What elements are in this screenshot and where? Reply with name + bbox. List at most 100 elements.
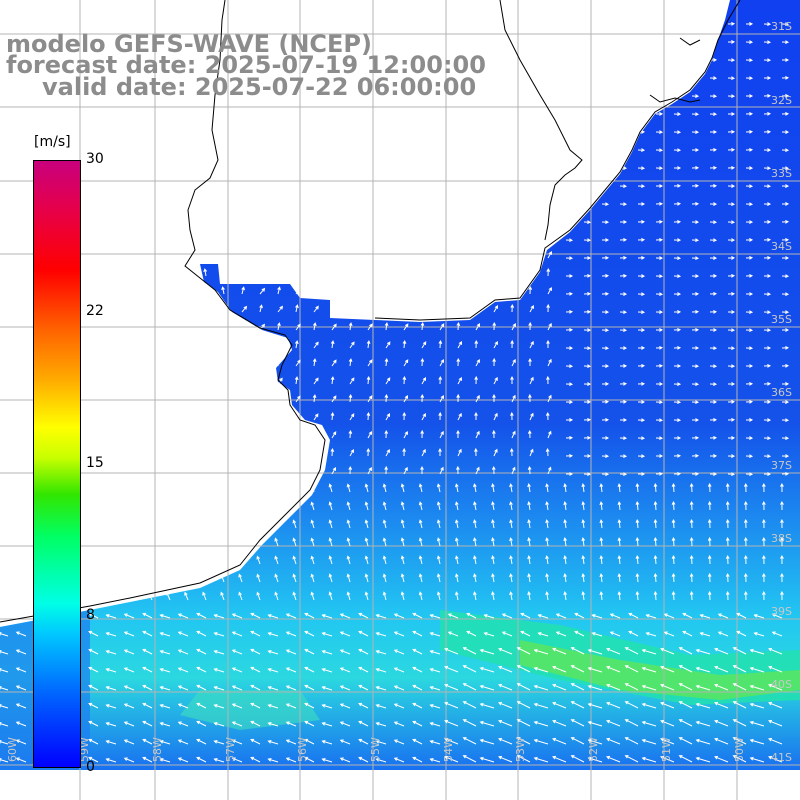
wind-arrow <box>678 665 693 673</box>
wind-arrow <box>763 202 772 206</box>
wind-arrow <box>709 256 718 260</box>
wind-arrow <box>321 740 333 745</box>
wind-arrow <box>403 143 410 151</box>
wind-arrow <box>749 684 765 691</box>
wind-arrow <box>402 232 407 241</box>
wind-arrow <box>25 143 30 151</box>
wind-arrow <box>619 454 628 459</box>
wind-arrow <box>727 399 736 404</box>
wind-arrow <box>149 141 154 151</box>
wind-arrow <box>493 341 498 349</box>
wind-arrow <box>728 112 736 116</box>
wind-arrow <box>583 165 592 170</box>
wind-arrow <box>529 376 534 385</box>
wind-arrow <box>761 518 766 529</box>
wind-arrow <box>295 196 300 205</box>
wind-arrow <box>184 573 189 583</box>
wind-arrow <box>583 39 592 44</box>
wind-arrow <box>132 15 137 25</box>
wind-arrow <box>250 612 261 619</box>
wind-arrow <box>545 555 549 565</box>
wind-arrow <box>691 165 700 170</box>
latitude-label: 41S <box>771 751 792 764</box>
wind-arrow <box>753 614 765 619</box>
wind-arrow <box>455 519 459 529</box>
wind-arrow <box>673 274 682 279</box>
wind-arrow <box>205 142 210 151</box>
wind-arrow <box>196 648 207 655</box>
wind-arrow <box>196 630 207 637</box>
wind-arrow <box>204 430 209 439</box>
wind-arrow <box>439 251 445 259</box>
wind-arrow <box>403 251 409 259</box>
wind-arrow <box>205 106 210 115</box>
wind-arrow <box>635 500 640 511</box>
colorbar-tick-label: 15 <box>86 455 104 471</box>
wind-arrow <box>0 668 9 673</box>
wind-arrow <box>771 631 783 637</box>
wind-arrow <box>159 686 171 691</box>
wind-arrow <box>438 375 443 385</box>
wind-arrow <box>781 292 790 297</box>
wind-arrow <box>619 111 628 116</box>
wind-arrow <box>641 702 657 709</box>
wind-arrow <box>439 430 444 439</box>
wind-arrow <box>509 573 513 583</box>
wind-arrow <box>375 686 387 691</box>
wind-arrow <box>479 756 495 763</box>
wind-arrow <box>620 22 628 26</box>
wind-arrow <box>761 482 766 493</box>
wind-arrow <box>510 411 514 421</box>
wind-arrow <box>259 431 265 439</box>
wind-arrow <box>763 111 772 116</box>
wind-arrow <box>382 555 387 565</box>
wind-arrow <box>673 183 682 188</box>
wind-arrow <box>745 202 754 207</box>
wind-arrow <box>420 393 425 403</box>
wind-arrow <box>403 287 409 295</box>
wind-arrow <box>709 382 718 386</box>
wind-arrow <box>115 268 120 277</box>
wind-arrow <box>570 719 585 727</box>
wind-arrow <box>475 287 481 295</box>
wind-arrow <box>222 412 227 421</box>
wind-arrow <box>115 448 119 457</box>
wind-arrow <box>510 303 515 313</box>
wind-arrow <box>763 418 772 422</box>
wind-arrow <box>606 683 621 691</box>
wind-arrow <box>455 573 459 583</box>
wind-arrow <box>421 269 427 277</box>
wind-arrow <box>570 755 585 763</box>
wind-arrow <box>384 393 389 403</box>
wind-arrow <box>709 274 718 278</box>
wind-arrow <box>527 573 531 583</box>
wind-arrow <box>601 166 610 170</box>
wind-arrow <box>364 591 369 601</box>
wind-arrow <box>491 537 495 547</box>
wind-arrow <box>546 339 550 348</box>
wind-arrow <box>346 501 351 511</box>
wind-arrow <box>763 40 772 45</box>
wind-arrow <box>492 429 496 439</box>
wind-arrow <box>241 305 248 313</box>
wind-arrow <box>528 142 533 151</box>
wind-arrow <box>166 519 171 529</box>
wind-arrow <box>617 555 622 565</box>
wind-arrow <box>142 738 153 745</box>
wind-arrow <box>0 722 9 727</box>
wind-arrow <box>142 702 153 709</box>
wind-arrow <box>412 702 423 709</box>
wind-arrow <box>689 536 694 547</box>
wind-arrow <box>691 382 700 387</box>
wind-arrow <box>768 719 783 727</box>
wind-arrow <box>196 666 207 673</box>
wind-arrow <box>131 159 136 169</box>
wind-arrow <box>177 631 189 637</box>
wind-arrow <box>761 536 766 547</box>
wind-arrow <box>591 614 603 619</box>
wind-arrow <box>142 630 153 637</box>
wind-arrow <box>88 630 99 637</box>
wind-arrow <box>509 555 513 565</box>
wind-arrow <box>130 537 135 547</box>
wind-arrow <box>187 395 194 403</box>
